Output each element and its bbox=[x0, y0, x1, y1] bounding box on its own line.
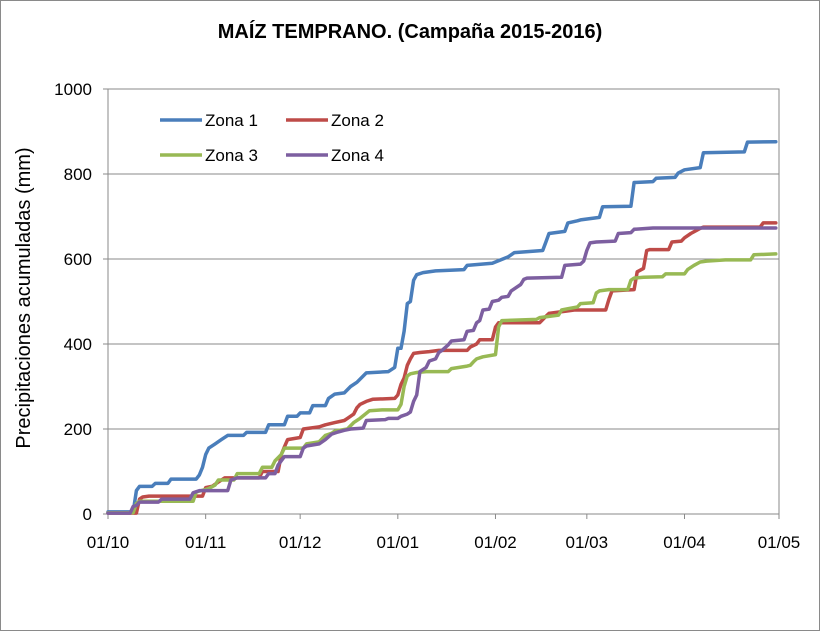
series-line-zona-3 bbox=[106, 252, 778, 515]
y-axis-title: Precipitaciones acumuladas (mm) bbox=[13, 147, 35, 448]
y-tick-label: 600 bbox=[64, 250, 92, 269]
y-tick-label: 200 bbox=[64, 420, 92, 439]
axes: 0 200 400 600 800 1000 01/10 01/11 01/12 01/01 01/… bbox=[54, 80, 800, 552]
y-tick-label: 800 bbox=[64, 165, 92, 184]
plot-area-border bbox=[107, 88, 780, 515]
x-tick-label: 01/04 bbox=[663, 533, 706, 552]
x-tick-label: 01/10 bbox=[87, 533, 130, 552]
series-lines bbox=[106, 139, 778, 515]
y-tick-label: 400 bbox=[64, 335, 92, 354]
x-tick-label: 01/01 bbox=[377, 533, 420, 552]
legend-label-zona-1: Zona 1 bbox=[205, 111, 258, 130]
series-line-zona-1 bbox=[106, 139, 778, 514]
series-line-zona-4 bbox=[106, 226, 778, 515]
grid-lines bbox=[108, 173, 779, 430]
y-tick-label: 1000 bbox=[54, 80, 92, 99]
chart-title: MAÍZ TEMPRANO. (Campaña 2015-2016) bbox=[218, 20, 603, 43]
x-tick-label: 01/12 bbox=[279, 533, 322, 552]
y-tick-label: 0 bbox=[83, 505, 92, 524]
x-tick-label: 01/05 bbox=[758, 533, 801, 552]
x-tick-label: 01/03 bbox=[566, 533, 609, 552]
series-line-zona-2 bbox=[106, 221, 778, 515]
legend-label-zona-3: Zona 3 bbox=[205, 146, 258, 165]
x-tick-label: 01/11 bbox=[185, 533, 226, 552]
legend: Zona 1 Zona 2 Zona 3 Zona 4 bbox=[160, 111, 384, 165]
legend-label-zona-4: Zona 4 bbox=[331, 146, 384, 165]
legend-label-zona-2: Zona 2 bbox=[331, 111, 384, 130]
x-tick-label: 01/02 bbox=[474, 533, 517, 552]
